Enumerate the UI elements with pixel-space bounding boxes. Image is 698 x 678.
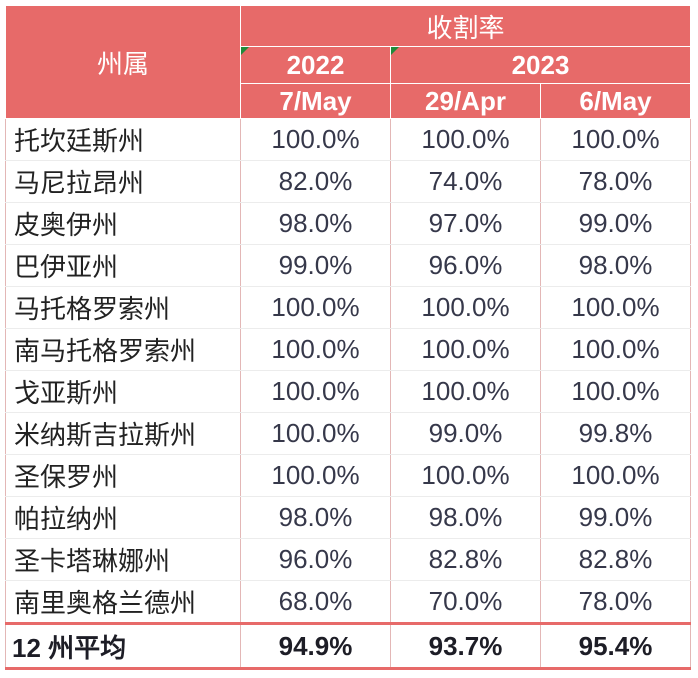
harvest-rate-cell: 100.0%	[540, 328, 691, 371]
region-name: 帕拉纳州	[5, 496, 241, 539]
harvest-rate-cell: 100.0%	[240, 454, 391, 497]
harvest-rate-cell: 98.0%	[540, 244, 691, 287]
harvest-rate-cell: 82.8%	[390, 538, 541, 581]
region-name: 皮奥伊州	[5, 202, 241, 245]
region-name: 马托格罗索州	[5, 286, 241, 329]
table-row: 南里奥格兰德州 68.0% 70.0% 78.0%	[5, 580, 691, 624]
harvest-rate-cell: 99.0%	[540, 496, 691, 539]
region-name: 圣卡塔琳娜州	[5, 538, 241, 581]
harvest-rate-cell: 100.0%	[540, 370, 691, 413]
region-name: 圣保罗州	[5, 454, 241, 497]
harvest-rate-cell: 78.0%	[540, 580, 691, 624]
harvest-rate-cell: 100.0%	[540, 118, 691, 161]
harvest-rate-cell: 100.0%	[240, 412, 391, 455]
region-name: 南马托格罗索州	[5, 328, 241, 371]
harvest-rate-cell: 100.0%	[240, 286, 391, 329]
harvest-rate-cell: 74.0%	[390, 160, 541, 203]
comment-marker-icon	[241, 47, 249, 55]
harvest-rate-cell: 99.8%	[540, 412, 691, 455]
harvest-rate-cell: 100.0%	[540, 286, 691, 329]
table-row: 戈亚斯州 100.0% 100.0% 100.0%	[5, 370, 691, 413]
harvest-rate-cell: 99.0%	[540, 202, 691, 245]
harvest-rate-cell: 100.0%	[390, 286, 541, 329]
harvest-rate-cell: 82.8%	[540, 538, 691, 581]
harvest-rate-cell: 99.0%	[240, 244, 391, 287]
table-row: 巴伊亚州 99.0% 96.0% 98.0%	[5, 244, 691, 287]
harvest-rate-cell: 99.0%	[390, 412, 541, 455]
harvest-rate-cell: 96.0%	[390, 244, 541, 287]
date-header: 7/May	[240, 83, 391, 119]
region-name: 巴伊亚州	[5, 244, 241, 287]
harvest-rate-cell: 100.0%	[240, 328, 391, 371]
region-name: 南里奥格兰德州	[5, 580, 241, 624]
harvest-rate-cell: 100.0%	[390, 118, 541, 161]
year-label: 2023	[511, 49, 570, 80]
region-name: 戈亚斯州	[5, 370, 241, 413]
average-value: 94.9%	[240, 622, 391, 670]
table-row: 托坎廷斯州 100.0% 100.0% 100.0%	[5, 118, 691, 161]
metric-header: 收割率	[240, 5, 691, 47]
harvest-rate-cell: 100.0%	[390, 454, 541, 497]
table-row: 南马托格罗索州 100.0% 100.0% 100.0%	[5, 328, 691, 371]
table-row: 米纳斯吉拉斯州 100.0% 99.0% 99.8%	[5, 412, 691, 455]
table-row: 圣保罗州 100.0% 100.0% 100.0%	[5, 454, 691, 497]
region-name: 米纳斯吉拉斯州	[5, 412, 241, 455]
table-row: 马托格罗索州 100.0% 100.0% 100.0%	[5, 286, 691, 329]
harvest-rate-cell: 78.0%	[540, 160, 691, 203]
date-header: 6/May	[540, 83, 691, 119]
average-value: 95.4%	[540, 622, 691, 670]
harvest-rate-cell: 97.0%	[390, 202, 541, 245]
harvest-rate-cell: 96.0%	[240, 538, 391, 581]
region-name: 托坎廷斯州	[5, 118, 241, 161]
region-column-header: 州属	[5, 5, 241, 119]
header-row-dates: 7/May 29/Apr 6/May	[6, 83, 691, 119]
harvest-rate-cell: 100.0%	[390, 328, 541, 371]
year-header-2023: 2023	[390, 46, 691, 84]
year-label: 2022	[286, 49, 345, 80]
header-row-years: 2022 2023	[6, 46, 691, 84]
harvest-rate-cell: 98.0%	[240, 202, 391, 245]
year-header-2022: 2022	[240, 46, 391, 84]
header-row-metric: 州属 收割率	[5, 5, 691, 119]
table-body: 托坎廷斯州 100.0% 100.0% 100.0% 马尼拉昂州 82.0% 74.0% 78…	[5, 118, 691, 624]
harvest-rate-cell: 100.0%	[240, 118, 391, 161]
harvest-rate-cell: 100.0%	[240, 370, 391, 413]
harvest-rate-cell: 98.0%	[240, 496, 391, 539]
table-row: 马尼拉昂州 82.0% 74.0% 78.0%	[5, 160, 691, 203]
harvest-rate-cell: 70.0%	[390, 580, 541, 624]
comment-marker-icon	[391, 47, 399, 55]
table-row: 圣卡塔琳娜州 96.0% 82.8% 82.8%	[5, 538, 691, 581]
average-value: 93.7%	[390, 622, 541, 670]
harvest-rate-cell: 82.0%	[240, 160, 391, 203]
harvest-rate-table: 州属 收割率 2022 2023 7/May 29/Apr 6/May 托坎廷斯…	[5, 5, 691, 670]
average-label: 12 州平均	[5, 622, 241, 670]
date-header: 29/Apr	[390, 83, 541, 119]
table-row: 帕拉纳州 98.0% 98.0% 99.0%	[5, 496, 691, 539]
harvest-rate-cell: 98.0%	[390, 496, 541, 539]
average-row: 12 州平均 94.9% 93.7% 95.4%	[5, 622, 691, 670]
table-row: 皮奥伊州 98.0% 97.0% 99.0%	[5, 202, 691, 245]
harvest-rate-cell: 100.0%	[390, 370, 541, 413]
region-name: 马尼拉昂州	[5, 160, 241, 203]
harvest-rate-cell: 100.0%	[540, 454, 691, 497]
harvest-rate-cell: 68.0%	[240, 580, 391, 624]
